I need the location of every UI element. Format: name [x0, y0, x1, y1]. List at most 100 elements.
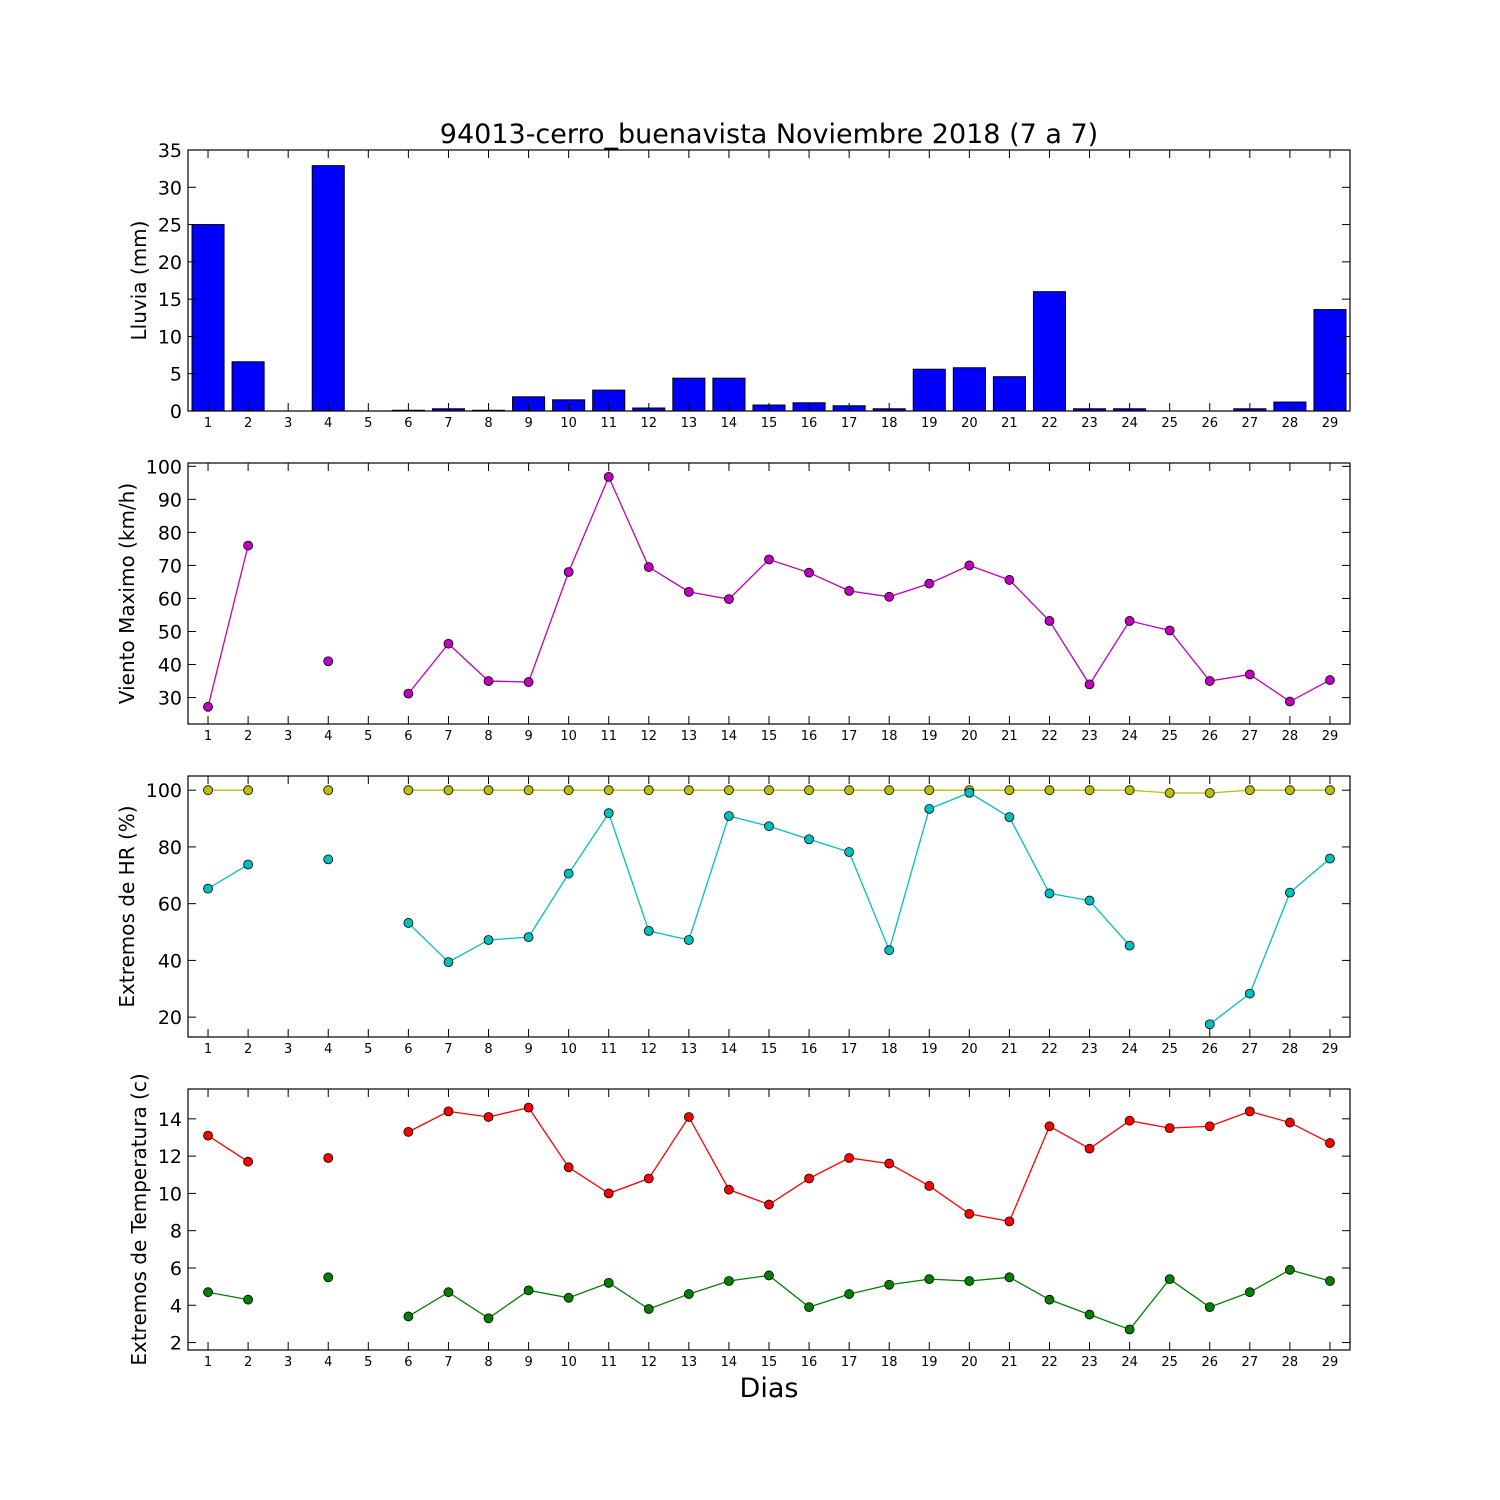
point-series-0-day-1 [203, 1130, 213, 1141]
panel-frame [187, 462, 1351, 725]
point-series-1-day-22 [1044, 1294, 1055, 1305]
x-tick-label: 24 [1121, 1042, 1138, 1057]
x-tick-label: 26 [1201, 729, 1218, 744]
point-series-1-day-17 [844, 847, 855, 857]
point-series-1-day-12 [643, 925, 654, 936]
x-tick-label: 25 [1161, 729, 1178, 744]
point-series-0-day-1 [203, 701, 213, 712]
point-series-0-day-14 [724, 785, 734, 796]
x-tick-label: 9 [524, 729, 532, 744]
point-series-0-day-10 [563, 567, 574, 577]
point-series-1-day-18 [884, 1279, 895, 1290]
x-tick-label: 14 [721, 1355, 738, 1370]
x-tick-label: 28 [1282, 1355, 1299, 1370]
x-tick-label: 22 [1041, 1042, 1058, 1057]
x-tick-label: 26 [1201, 1042, 1218, 1057]
x-tick-label: 6 [404, 729, 412, 744]
point-series-1-day-21 [1004, 812, 1015, 823]
point-series-1-day-24 [1124, 940, 1135, 951]
point-series-0-day-11 [603, 785, 614, 796]
y-tick-label: 10 [158, 326, 182, 348]
point-series-1-day-22 [1044, 888, 1055, 899]
point-series-1-day-25 [1164, 1274, 1175, 1285]
x-tick-label: 5 [364, 416, 372, 431]
x-tick-label: 29 [1322, 729, 1339, 744]
y-tick-label: 20 [158, 1007, 182, 1029]
point-series-1-day-7 [443, 1287, 454, 1298]
x-tick-label: 29 [1322, 1355, 1339, 1370]
y-axis-label: Extremos de Temperatura (c) [127, 1073, 151, 1365]
point-series-1-day-14 [724, 1276, 734, 1286]
y-tick-label: 100 [146, 780, 182, 802]
x-tick-label: 13 [681, 1042, 698, 1057]
x-tick-label: 11 [600, 416, 617, 431]
point-series-0-day-25 [1164, 788, 1175, 798]
point-series-0-day-4 [323, 656, 334, 667]
y-tick-label: 30 [158, 688, 182, 710]
series-1-line [408, 1269, 1331, 1331]
point-series-0-day-17 [844, 585, 855, 596]
x-tick-label: 22 [1041, 729, 1058, 744]
point-series-0-day-27 [1244, 785, 1255, 796]
point-series-0-day-12 [643, 562, 654, 572]
point-series-1-day-18 [884, 945, 895, 956]
y-tick-label: 12 [158, 1146, 182, 1168]
point-series-0-day-13 [683, 785, 694, 796]
point-series-0-day-6 [403, 785, 414, 796]
x-tick-label: 2 [244, 416, 252, 431]
x-tick-label: 18 [881, 1042, 898, 1057]
x-tick-label: 6 [404, 1355, 412, 1370]
point-series-1-day-28 [1284, 887, 1295, 898]
x-tick-label: 13 [681, 1355, 698, 1370]
point-series-0-day-26 [1204, 676, 1215, 686]
x-tick-label: 21 [1001, 1042, 1018, 1057]
point-series-0-day-28 [1284, 785, 1295, 796]
x-tick-label: 7 [444, 1042, 452, 1057]
y-tick-label: 5 [170, 364, 182, 386]
x-tick-label: 1 [204, 729, 212, 744]
x-tick-label: 20 [961, 1355, 978, 1370]
point-series-0-day-27 [1244, 1106, 1255, 1117]
point-series-0-day-16 [804, 785, 814, 796]
x-tick-label: 15 [761, 1355, 778, 1370]
point-series-0-day-16 [804, 1173, 814, 1184]
point-series-1-day-15 [764, 821, 774, 832]
point-series-1-day-2 [243, 859, 254, 870]
point-series-1-day-17 [844, 1289, 855, 1299]
point-series-1-day-8 [483, 1313, 494, 1324]
x-tick-label: 18 [881, 729, 898, 744]
x-tick-label: 17 [841, 416, 858, 431]
x-tick-label: 23 [1081, 1355, 1098, 1370]
point-series-0-day-19 [924, 578, 935, 589]
point-series-0-day-15 [764, 554, 774, 565]
y-tick-label: 14 [158, 1109, 182, 1131]
point-series-1-day-2 [243, 1294, 254, 1305]
point-series-0-day-24 [1124, 1115, 1135, 1126]
x-tick-label: 2 [244, 729, 252, 744]
x-tick-label: 24 [1121, 1355, 1138, 1370]
x-tick-label: 13 [681, 729, 698, 744]
x-tick-label: 22 [1041, 416, 1058, 431]
x-tick-label: 17 [841, 729, 858, 744]
x-tick-label: 27 [1242, 416, 1259, 431]
point-series-1-day-10 [563, 1292, 574, 1303]
x-tick-label: 4 [324, 1355, 332, 1370]
point-series-0-day-19 [924, 785, 935, 796]
point-series-0-day-8 [483, 785, 494, 796]
x-tick-label: 25 [1161, 1355, 1178, 1370]
panel-frame [187, 149, 1351, 412]
point-series-0-day-28 [1284, 1117, 1295, 1128]
point-series-0-day-12 [643, 1173, 654, 1184]
point-series-0-day-21 [1004, 575, 1015, 585]
point-series-1-day-23 [1084, 895, 1095, 906]
x-tick-label: 28 [1282, 1042, 1299, 1057]
x-tick-label: 16 [801, 416, 818, 431]
x-tick-label: 1 [204, 1355, 212, 1370]
point-series-1-day-10 [563, 868, 574, 879]
point-series-1-day-26 [1204, 1302, 1215, 1313]
x-tick-label: 4 [324, 1042, 332, 1057]
point-series-0-day-14 [724, 594, 734, 605]
